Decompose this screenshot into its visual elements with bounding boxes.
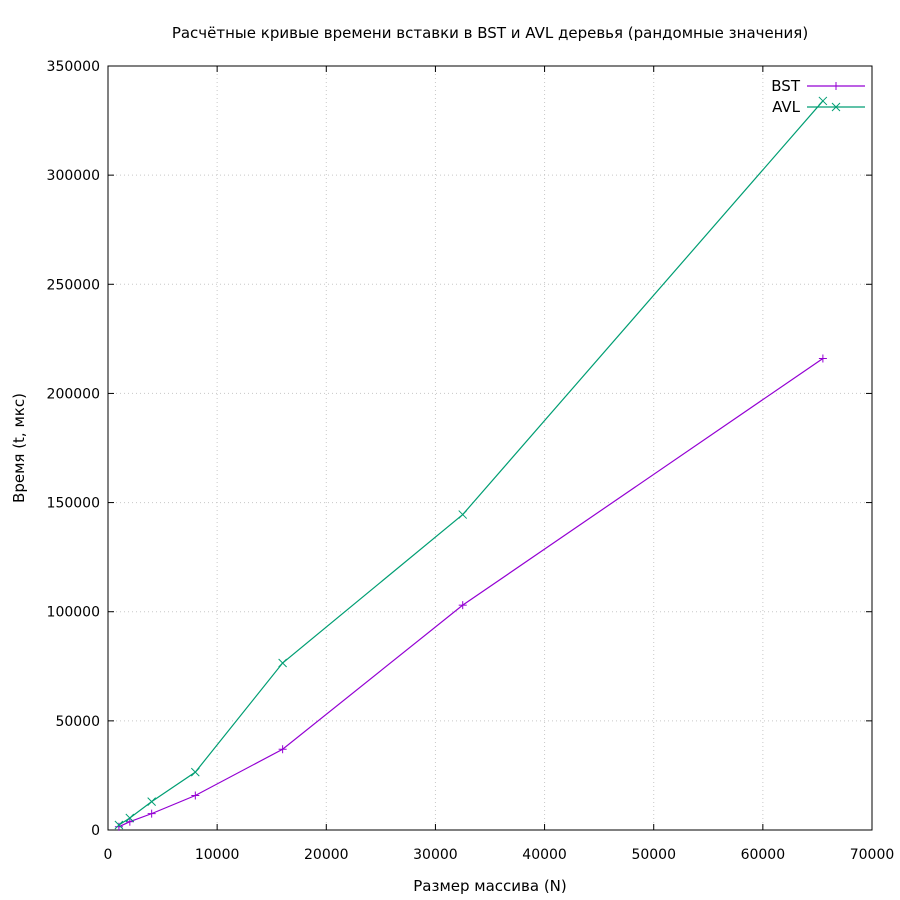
legend-label-bst: BST <box>771 77 801 95</box>
x-tick-label: 20000 <box>304 847 349 863</box>
plot-frame <box>107 65 873 831</box>
y-tick-label: 350000 <box>47 59 100 75</box>
data-point-avl <box>147 797 157 806</box>
data-point-bst <box>125 817 134 826</box>
y-tick-label: 0 <box>91 823 100 839</box>
x-tick-label: 10000 <box>195 847 240 863</box>
x-tick-label: 30000 <box>413 847 458 863</box>
data-point-bst <box>278 745 287 754</box>
legend-marker-bst <box>832 82 840 90</box>
grid <box>108 66 872 830</box>
x-tick-label: 40000 <box>522 847 567 863</box>
data-point-bst <box>458 601 467 610</box>
legend: BST AVL <box>771 77 865 116</box>
y-axis: 0 50000 100000 150000 200000 250000 300000 3500… <box>47 59 872 839</box>
series-layer <box>114 96 828 831</box>
data-point-bst <box>147 809 156 818</box>
chart-title: Расчётные кривые времени вставки в BST и… <box>172 24 808 42</box>
y-tick-label: 200000 <box>47 386 100 402</box>
data-point-bst <box>818 354 827 363</box>
x-tick-label: 60000 <box>741 847 786 863</box>
y-tick-label: 250000 <box>47 277 100 293</box>
y-tick-label: 300000 <box>47 168 100 184</box>
data-point-bst <box>114 822 123 831</box>
y-axis-title: Время (t, мкс) <box>10 393 28 503</box>
legend-label-avl: AVL <box>772 98 801 116</box>
y-tick-label: 50000 <box>55 714 100 730</box>
y-tick-label: 150000 <box>47 496 100 512</box>
x-tick-label: 0 <box>104 847 113 863</box>
x-axis: 0 10000 20000 30000 40000 50000 60000 70000 <box>104 66 895 863</box>
series-line-avl <box>118 100 824 826</box>
x-axis-title: Размер массива (N) <box>413 877 567 895</box>
legend-marker-avl <box>831 102 841 112</box>
x-tick-label: 50000 <box>631 847 676 863</box>
data-point-avl <box>114 820 124 830</box>
data-point-avl <box>278 658 287 668</box>
x-tick-label: 70000 <box>850 847 895 863</box>
series-line-bst <box>118 358 824 828</box>
data-point-avl <box>125 813 135 823</box>
y-tick-label: 100000 <box>47 605 100 621</box>
data-point-avl <box>818 96 828 106</box>
data-point-avl <box>458 510 468 519</box>
data-point-bst <box>191 791 200 800</box>
data-point-avl <box>190 767 200 777</box>
